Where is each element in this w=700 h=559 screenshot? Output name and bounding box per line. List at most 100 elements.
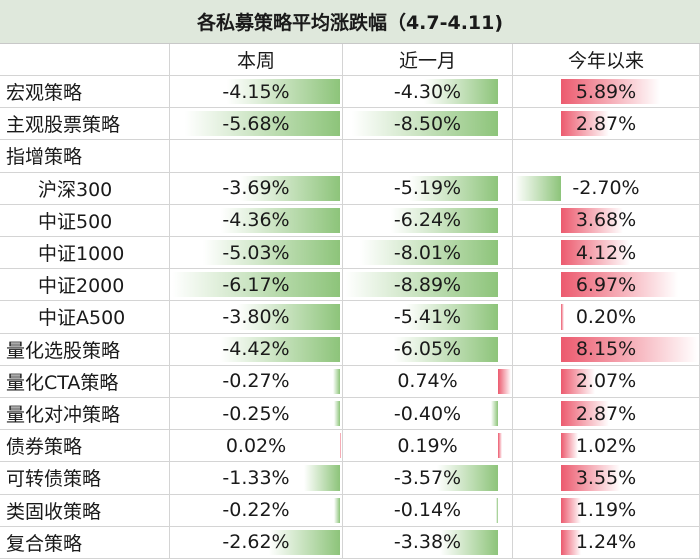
- row-label-cell: 中证2000: [0, 269, 170, 302]
- data-bar: [560, 497, 581, 523]
- table-title: 各私募策略平均涨跌幅（4.7-4.11): [0, 0, 700, 44]
- value-cell: -6.05%: [343, 333, 513, 366]
- value-cell: 1.19%: [513, 494, 700, 527]
- data-bar: [227, 79, 341, 105]
- data-bar: [560, 529, 582, 555]
- cell-value: 6.97%: [575, 273, 637, 296]
- cell-value: -4.30%: [393, 80, 462, 103]
- cell-value: -6.05%: [393, 338, 462, 361]
- row-label-cell: 量化CTA策略: [0, 365, 170, 398]
- value-cell: -8.01%: [343, 237, 513, 270]
- value-cell: -3.80%: [170, 301, 343, 334]
- row-label-cell: 量化选股策略: [0, 333, 170, 366]
- data-bar: [268, 529, 341, 555]
- cell-value: -5.19%: [393, 177, 462, 200]
- cell-value: 1.24%: [575, 531, 637, 554]
- cell-value: 3.68%: [575, 209, 637, 232]
- value-cell: 5.89%: [513, 76, 700, 109]
- data-bar: [560, 433, 578, 459]
- cell-value: 2.87%: [575, 402, 637, 425]
- value-cell: -0.27%: [170, 365, 343, 398]
- data-bar: [560, 207, 623, 233]
- value-cell: -8.89%: [343, 269, 513, 302]
- cell-value: -4.36%: [222, 209, 290, 232]
- data-bar: [491, 401, 499, 427]
- data-bar: [560, 401, 609, 427]
- value-cell: [170, 140, 343, 173]
- value-cell: -5.68%: [170, 108, 343, 141]
- cell-value: -4.42%: [222, 338, 290, 361]
- cell-value: -2.62%: [222, 531, 290, 554]
- value-cell: -1.33%: [170, 462, 343, 495]
- value-cell: -2.62%: [170, 526, 343, 559]
- row-label: 中证1000: [38, 243, 125, 266]
- row-label-cell: 量化对冲策略: [0, 398, 170, 431]
- value-cell: 1.02%: [513, 430, 700, 463]
- value-cell: 0.74%: [343, 365, 513, 398]
- data-bar: [360, 240, 499, 266]
- value-cell: 2.87%: [513, 398, 700, 431]
- data-bar: [334, 497, 341, 523]
- cell-value: 0.02%: [225, 434, 287, 457]
- row-label: 债券策略: [6, 436, 83, 459]
- value-cell: [513, 140, 700, 173]
- data-bar: [239, 175, 341, 201]
- value-cell: -4.42%: [170, 333, 343, 366]
- data-bar: [498, 368, 511, 394]
- header-text: 本周: [236, 50, 275, 72]
- cell-value: -8.89%: [393, 273, 462, 296]
- row-label-cell: 指增策略: [0, 140, 170, 173]
- row-label-cell: 类固收策略: [0, 494, 170, 527]
- header-text: 近一月: [398, 50, 456, 72]
- cell-value: -8.01%: [393, 241, 462, 264]
- value-cell: 0.02%: [170, 430, 343, 463]
- data-bar: [236, 304, 341, 330]
- row-label-cell: 中证500: [0, 204, 170, 237]
- value-cell: -6.24%: [343, 204, 513, 237]
- header-cell: [0, 44, 170, 76]
- cell-value: -3.57%: [393, 466, 462, 489]
- cell-value: -0.22%: [222, 499, 290, 522]
- value-cell: 3.68%: [513, 204, 700, 237]
- data-bar: [560, 111, 609, 137]
- value-cell: -8.50%: [343, 108, 513, 141]
- cell-value: -0.27%: [222, 370, 290, 393]
- data-bar: [560, 240, 631, 266]
- data-bar: [172, 272, 341, 298]
- value-cell: 2.07%: [513, 365, 700, 398]
- row-label: 沪深300: [38, 178, 113, 201]
- cell-value: -5.41%: [393, 305, 462, 328]
- row-label-cell: 宏观策略: [0, 76, 170, 109]
- value-cell: -4.36%: [170, 204, 343, 237]
- cell-value: -0.40%: [393, 402, 462, 425]
- value-cell: -5.41%: [343, 301, 513, 334]
- value-cell: 2.87%: [513, 108, 700, 141]
- cell-value: -8.50%: [393, 112, 462, 135]
- value-cell: 4.12%: [513, 237, 700, 270]
- row-label: 可转债策略: [6, 468, 102, 491]
- data-bar: [390, 207, 499, 233]
- row-label: 复合策略: [6, 532, 83, 555]
- value-cell: -4.30%: [343, 76, 513, 109]
- cell-value: 0.20%: [575, 305, 637, 328]
- row-label: 中证A500: [38, 307, 126, 330]
- value-cell: -0.14%: [343, 494, 513, 527]
- value-cell: -2.70%: [513, 172, 700, 205]
- data-bar: [340, 433, 341, 459]
- row-label: 量化对冲策略: [6, 404, 121, 427]
- data-bar: [498, 433, 502, 459]
- cell-value: -5.03%: [222, 241, 290, 264]
- value-cell: -0.40%: [343, 398, 513, 431]
- value-cell: 6.97%: [513, 269, 700, 302]
- cell-value: -4.15%: [222, 80, 290, 103]
- value-cell: 0.19%: [343, 430, 513, 463]
- data-bar: [560, 79, 660, 105]
- row-label: 指增策略: [6, 146, 83, 169]
- cell-value: 2.07%: [575, 370, 637, 393]
- data-bar: [560, 304, 564, 330]
- row-label-cell: 复合策略: [0, 526, 170, 559]
- cell-value: -2.70%: [572, 177, 640, 200]
- value-cell: -0.22%: [170, 494, 343, 527]
- data-bar: [560, 465, 621, 491]
